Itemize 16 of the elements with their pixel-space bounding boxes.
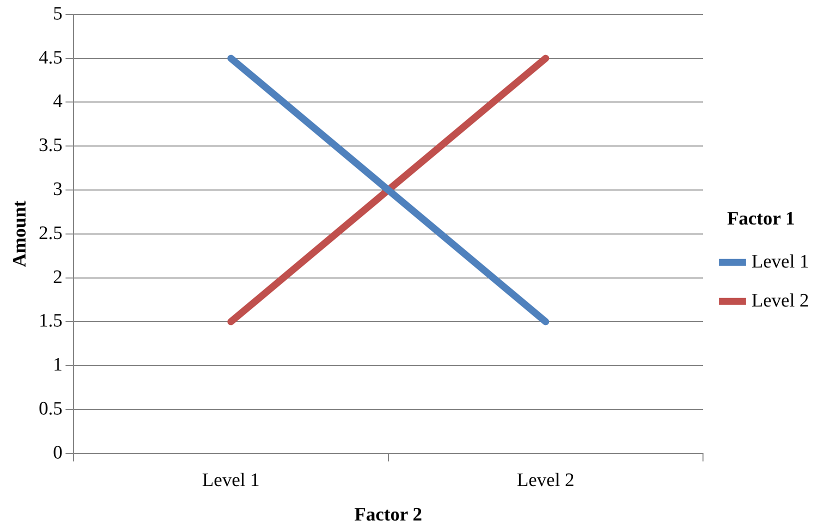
legend-label: Level 2 [752,290,810,312]
y-tick-label: 0.5 [38,398,63,420]
y-tick-label: 4.5 [38,47,63,68]
x-axis-title: Factor 2 [354,504,422,526]
y-tick-label: 3.5 [38,135,63,156]
y-tick-label: 1 [53,354,63,376]
y-axis-title: Amount [9,200,30,268]
legend-label: Level 1 [752,251,810,272]
y-tick-label: 3 [53,178,63,200]
legend-title: Factor 1 [727,208,795,230]
y-tick-label: 2.5 [38,222,63,244]
y-tick-label: 1.5 [38,310,63,332]
y-tick-label: 0 [53,442,63,464]
y-tick-label: 5 [53,3,63,24]
y-tick-label: 2 [53,266,63,288]
y-tick-label: 4 [53,91,64,112]
